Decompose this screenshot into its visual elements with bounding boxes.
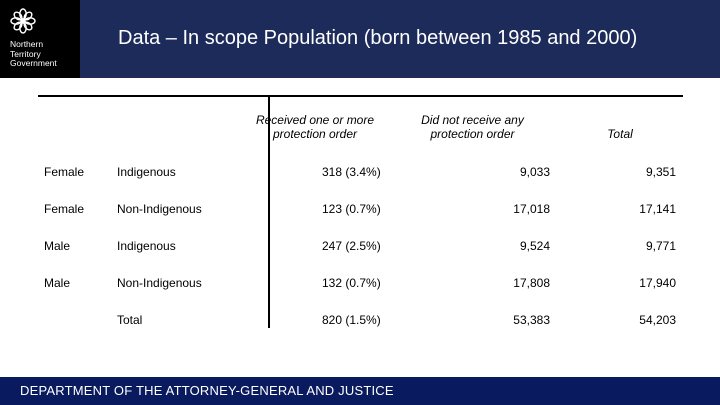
table-row-1-sex: Female [44, 165, 85, 179]
table-row-3-group: Indigenous [117, 239, 176, 253]
table-row-3-sex: Male [44, 239, 71, 253]
table-row-1-total: 9,351 [645, 165, 676, 179]
table-row-2-received: 123 (0.7%) [322, 202, 381, 216]
table-row-3-total: 9,771 [645, 239, 676, 253]
table-row-2-not-received: 17,018 [513, 202, 550, 216]
table-row-1-received: 318 (3.4%) [322, 165, 381, 179]
header-banner: Northern Territory Government Data – In … [0, 0, 720, 78]
page-title: Data – In scope Population (born between… [118, 27, 638, 49]
total-row-not-received: 53,383 [513, 313, 550, 327]
table-row-3-received: 247 (2.5%) [322, 239, 381, 253]
table-row-1-not-received: 9,033 [519, 165, 550, 179]
table-row-1-group: Indigenous [117, 165, 176, 179]
logo-text: Northern Territory Government [10, 39, 57, 68]
table-row-4-not-received: 17,808 [513, 276, 550, 290]
table-row-3-not-received: 9,524 [519, 239, 550, 253]
total-row-label: Total [117, 313, 143, 327]
column-header-total: Total [607, 127, 633, 141]
table-row-4-group: Non-Indigenous [117, 276, 202, 290]
nt-government-logo: Northern Territory Government [0, 0, 80, 78]
table-row-4-received: 132 (0.7%) [322, 276, 381, 290]
total-row-received: 820 (1.5%) [322, 313, 381, 327]
table-column-divider [268, 95, 270, 328]
table-row-2-total: 17,141 [639, 202, 676, 216]
table-row-2-sex: Female [44, 202, 85, 216]
flower-icon [10, 8, 36, 34]
column-header-received: Received one or more protection order [255, 113, 375, 141]
total-row-total: 54,203 [639, 313, 676, 327]
table-row-2-group: Non-Indigenous [117, 202, 202, 216]
table-row-4-sex: Male [44, 276, 71, 290]
footer-banner: DEPARTMENT OF THE ATTORNEY-GENERAL AND J… [0, 377, 720, 405]
column-header-not-received: Did not receive any protection order [421, 113, 524, 141]
table-top-rule [38, 95, 683, 97]
footer-department-label: DEPARTMENT OF THE ATTORNEY-GENERAL AND J… [20, 383, 394, 398]
table-row-4-total: 17,940 [639, 276, 676, 290]
